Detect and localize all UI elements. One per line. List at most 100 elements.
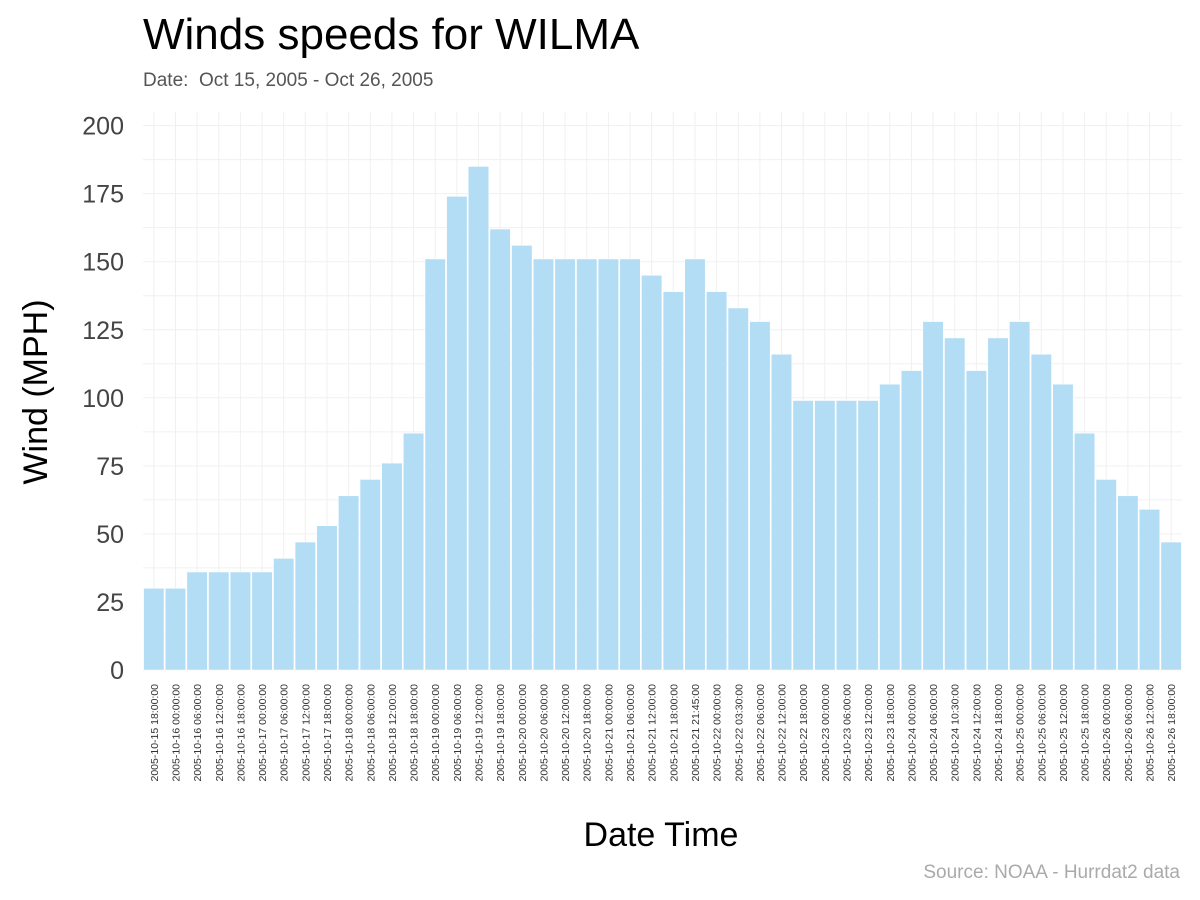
bar: [1009, 321, 1031, 671]
x-tick-label: 2005-10-18 12:00:00: [387, 684, 399, 782]
x-tick-label: 2005-10-16 00:00:00: [170, 684, 182, 782]
x-tick-label: 2005-10-26 00:00:00: [1101, 684, 1113, 782]
x-tick-label: 2005-10-15 18:00:00: [149, 684, 161, 782]
x-tick-label: 2005-10-26 06:00:00: [1123, 684, 1135, 782]
bar: [468, 166, 489, 671]
bar: [338, 495, 360, 671]
bar: [403, 432, 425, 671]
x-tick-label: 2005-10-19 06:00:00: [452, 684, 464, 782]
x-tick-label: 2005-10-22 00:00:00: [712, 684, 724, 782]
y-tick-label: 0: [110, 657, 124, 685]
bar: [771, 354, 793, 671]
x-tick-label: 2005-10-22 06:00:00: [755, 684, 767, 782]
bar: [900, 370, 922, 671]
bar: [554, 258, 576, 671]
x-tick-label: 2005-10-26 12:00:00: [1145, 684, 1157, 782]
x-tick-label: 2005-10-22 18:00:00: [798, 684, 810, 782]
bar: [857, 400, 879, 671]
x-tick-label: 2005-10-24 12:00:00: [971, 684, 983, 782]
bar: [446, 196, 468, 671]
bar: [662, 291, 684, 671]
x-tick-label: 2005-10-24 00:00:00: [906, 684, 918, 782]
bar: [273, 558, 295, 671]
x-tick-label: 2005-10-23 12:00:00: [863, 684, 875, 782]
bar: [619, 258, 641, 671]
chart-title: Winds speeds for WILMA: [143, 10, 640, 59]
x-tick-label: 2005-10-25 18:00:00: [1080, 684, 1092, 782]
y-tick-label: 200: [82, 113, 124, 141]
bar: [792, 400, 814, 671]
x-tick-label: 2005-10-21 06:00:00: [625, 684, 637, 782]
x-tick-label: 2005-10-18 06:00:00: [365, 684, 377, 782]
bar: [1117, 495, 1139, 671]
bar: [879, 383, 901, 671]
x-tick-label: 2005-10-16 18:00:00: [235, 684, 247, 782]
bar: [706, 291, 728, 671]
x-tick-label: 2005-10-22 03:30:00: [733, 684, 745, 782]
bar: [1139, 509, 1161, 671]
bar: [1095, 479, 1117, 671]
x-tick-label: 2005-10-20 00:00:00: [517, 684, 529, 782]
x-tick-label: 2005-10-23 18:00:00: [885, 684, 897, 782]
bar: [164, 588, 186, 671]
x-tick-label: 2005-10-18 00:00:00: [344, 684, 356, 782]
y-tick-label: 175: [82, 181, 124, 209]
y-tick-label: 25: [96, 589, 124, 617]
x-tick-label: 2005-10-23 00:00:00: [820, 684, 832, 782]
x-axis-ticks: 2005-10-15 18:00:00 2005-10-16 00:00:00 20…: [149, 684, 1178, 782]
bar: [965, 370, 987, 671]
bars: [143, 166, 1182, 671]
x-tick-label: 2005-10-25 12:00:00: [1058, 684, 1070, 782]
y-tick-label: 150: [82, 249, 124, 277]
bar: [576, 258, 598, 671]
y-tick-label: 75: [96, 453, 124, 481]
bar: [208, 571, 230, 671]
bar: [987, 337, 1009, 671]
x-tick-label: 2005-10-23 06:00:00: [841, 684, 853, 782]
bar: [532, 258, 554, 671]
y-tick-label: 50: [96, 521, 124, 549]
bar: [186, 571, 208, 671]
bar: [749, 321, 771, 671]
bar: [1052, 383, 1074, 671]
x-tick-label: 2005-10-21 18:00:00: [668, 684, 680, 782]
x-tick-label: 2005-10-19 00:00:00: [430, 684, 442, 782]
y-tick-label: 125: [82, 317, 124, 345]
x-tick-label: 2005-10-18 18:00:00: [409, 684, 421, 782]
bar: [944, 337, 966, 671]
x-tick-label: 2005-10-25 00:00:00: [1015, 684, 1027, 782]
bar: [316, 525, 338, 671]
bar: [359, 479, 381, 671]
bar: [922, 321, 944, 671]
x-tick-label: 2005-10-21 12:00:00: [647, 684, 659, 782]
bar: [294, 541, 316, 671]
x-tick-label: 2005-10-22 12:00:00: [777, 684, 789, 782]
bar: [814, 400, 836, 671]
x-axis-label: Date Time: [584, 816, 739, 854]
x-tick-label: 2005-10-20 18:00:00: [582, 684, 594, 782]
x-tick-label: 2005-10-17 12:00:00: [300, 684, 312, 782]
bar: [381, 462, 403, 671]
x-tick-label: 2005-10-26 18:00:00: [1166, 684, 1178, 782]
x-tick-label: 2005-10-17 18:00:00: [322, 684, 334, 782]
bar: [251, 571, 273, 671]
bar: [597, 258, 619, 671]
x-tick-label: 2005-10-19 12:00:00: [474, 684, 486, 782]
bar: [836, 400, 857, 671]
bar: [1030, 354, 1052, 671]
x-tick-label: 2005-10-20 06:00:00: [538, 684, 550, 782]
x-tick-label: 2005-10-25 06:00:00: [1036, 684, 1048, 782]
bar: [1160, 541, 1182, 671]
bar: [727, 307, 749, 671]
x-tick-label: 2005-10-19 18:00:00: [495, 684, 507, 782]
x-tick-label: 2005-10-17 06:00:00: [279, 684, 291, 782]
bar: [684, 258, 706, 671]
bar: [489, 228, 511, 671]
x-tick-label: 2005-10-17 00:00:00: [257, 684, 269, 782]
x-tick-label: 2005-10-24 18:00:00: [993, 684, 1005, 782]
x-tick-label: 2005-10-21 00:00:00: [603, 684, 615, 782]
y-axis-ticks: 0 25 50 75 100 125 150 175 200: [82, 113, 124, 685]
bar: [143, 588, 165, 671]
x-tick-label: 2005-10-20 12:00:00: [560, 684, 572, 782]
